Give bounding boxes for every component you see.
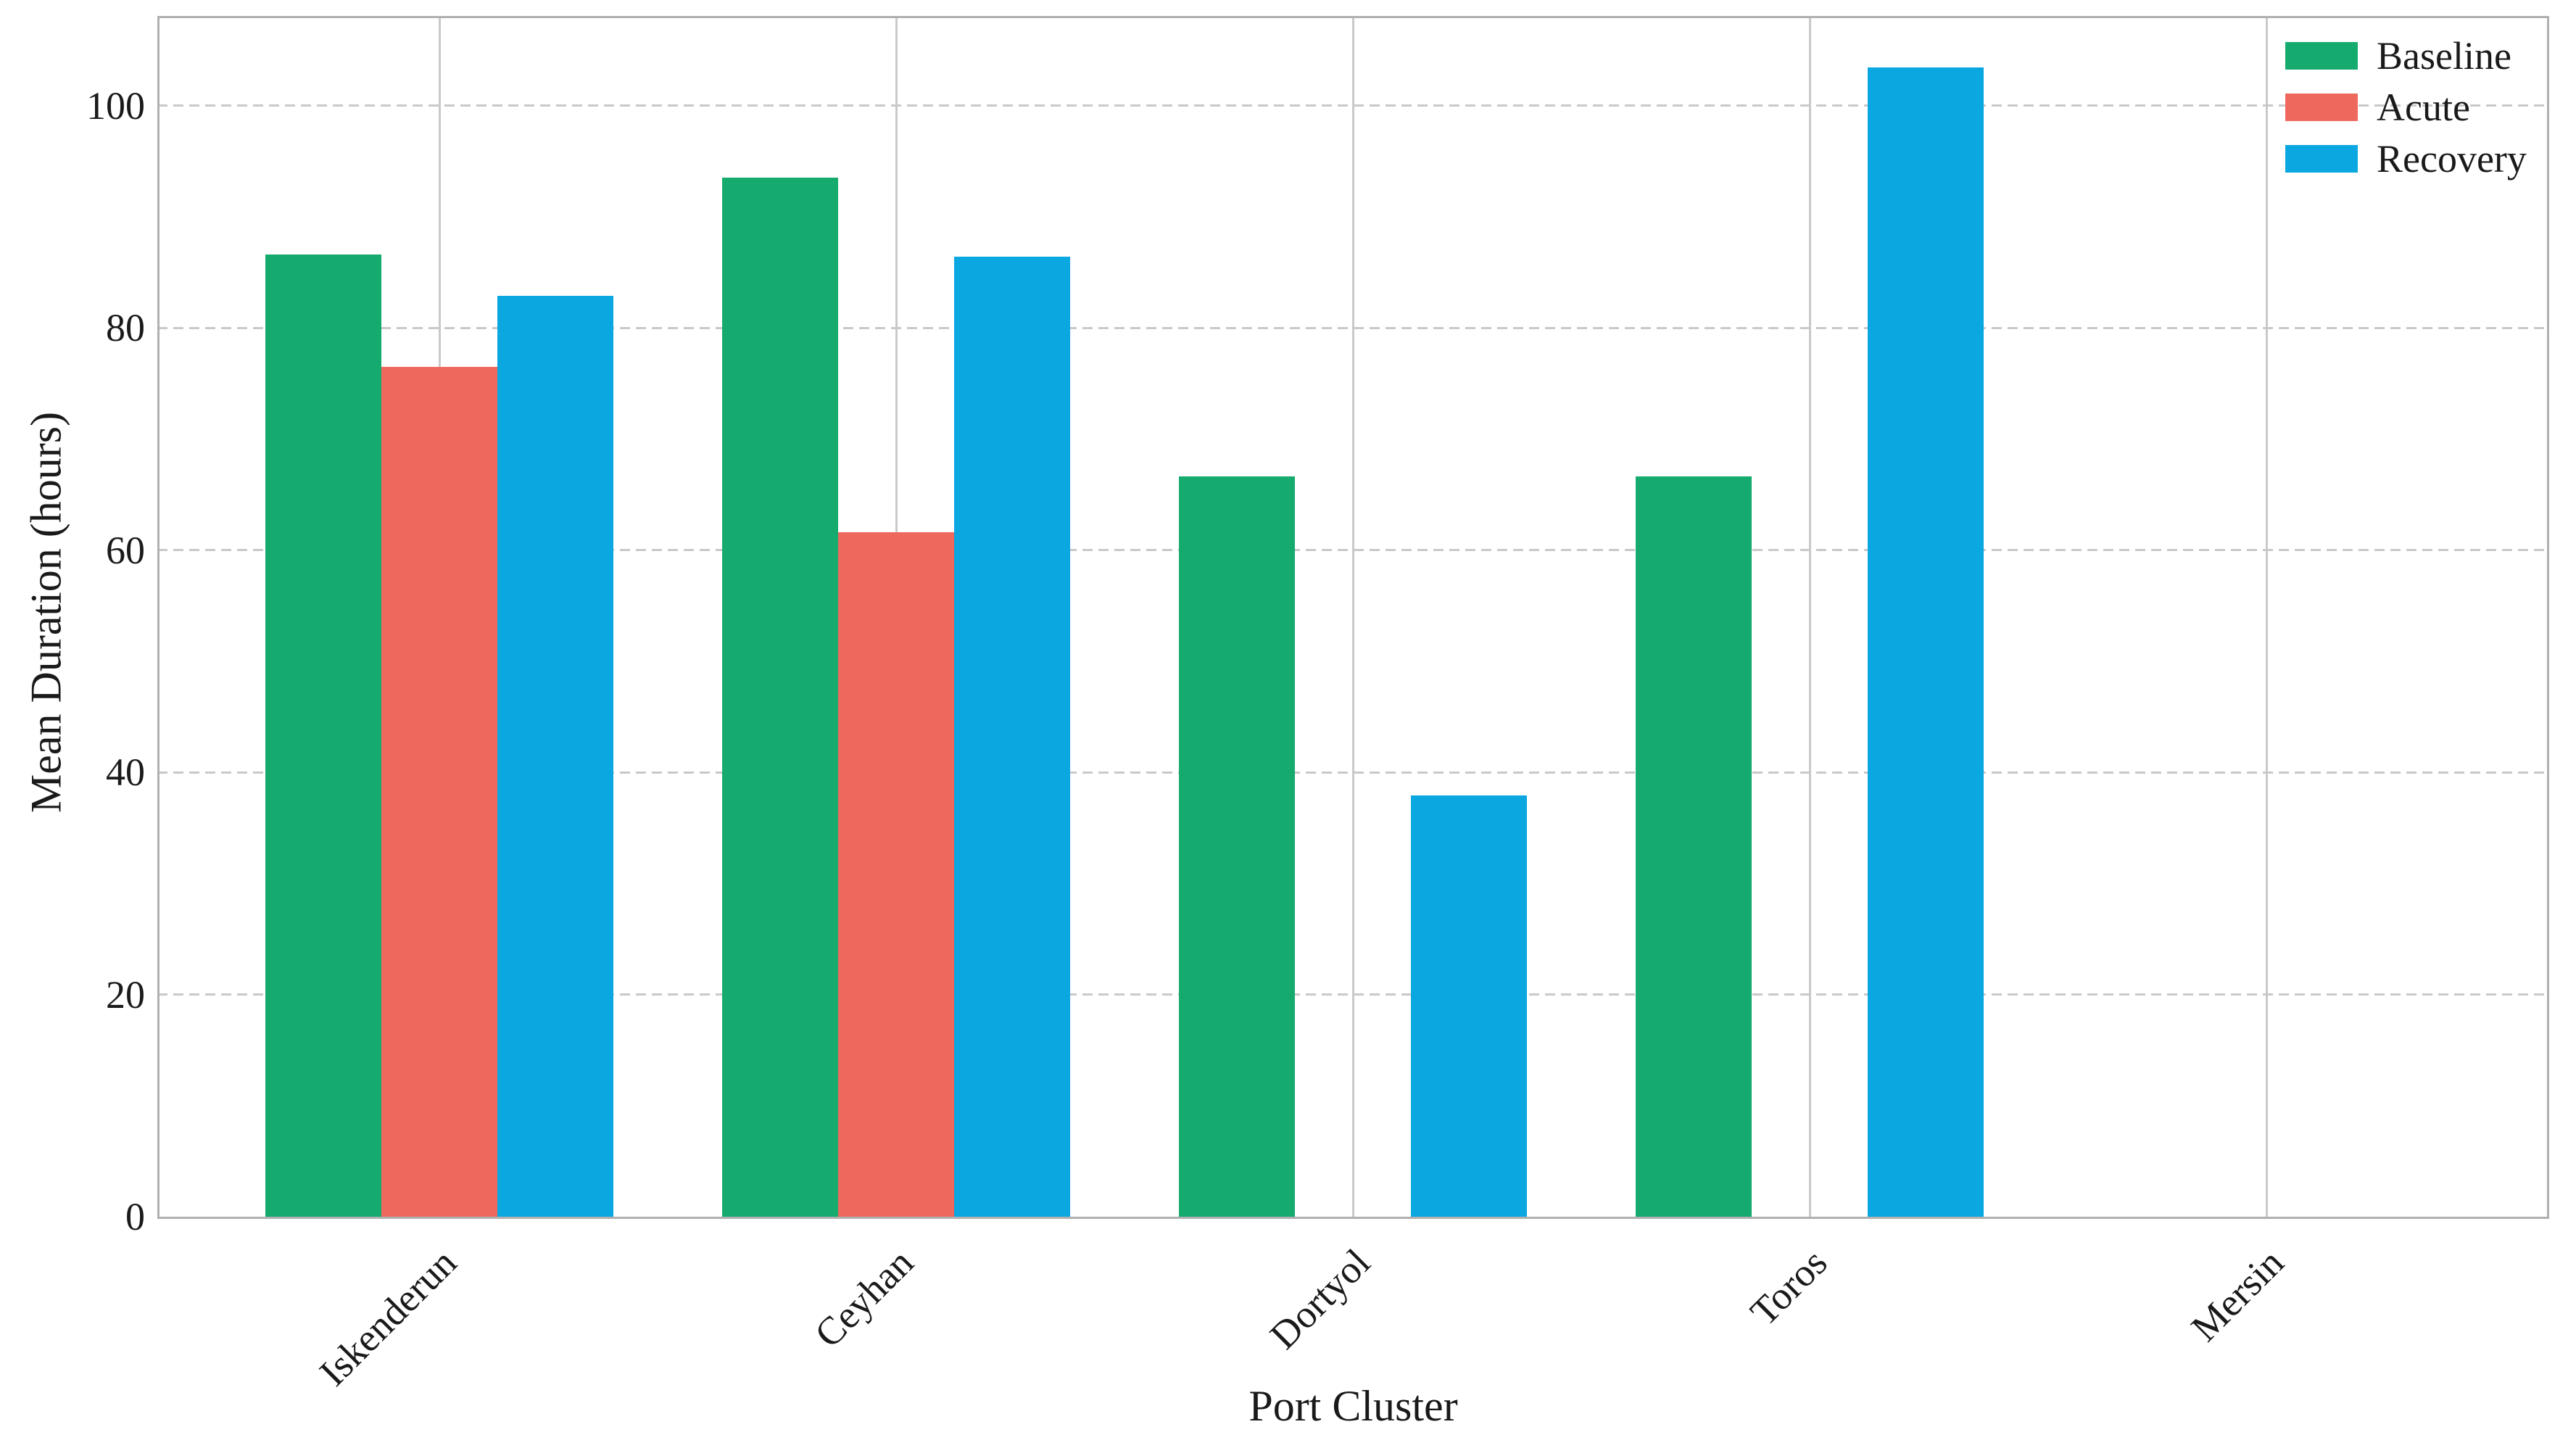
legend-swatch-baseline [2285,42,2358,70]
bar-baseline-iskenderun [265,254,381,1217]
y-tick-label: 60 [106,528,145,572]
y-tick-label: 40 [106,750,145,794]
horizontal-gridline [157,771,2549,774]
legend-item-baseline: Baseline [2285,30,2575,81]
bar-recovery-dortyol [1411,795,1527,1217]
y-axis-label: Mean Duration (hours) [22,411,70,814]
x-tick-label: Toros [1742,1240,1836,1334]
y-tick-label: 80 [106,306,145,349]
x-tick-label: Iskenderun [311,1240,465,1394]
legend-item-recovery: Recovery [2285,133,2575,184]
x-axis-label: Port Cluster [1248,1382,1458,1430]
legend-swatch-acute [2285,94,2358,121]
vertical-gridline [1351,16,1354,1217]
bar-baseline-dortyol [1179,476,1295,1217]
vertical-gridline [1808,16,1811,1217]
bar-baseline-toros [1636,476,1752,1217]
horizontal-gridline [157,104,2549,107]
legend-swatch-recovery [2285,145,2358,173]
bar-recovery-toros [1868,67,1984,1217]
legend-label-recovery: Recovery [2377,137,2527,181]
vertical-gridline [2265,16,2268,1217]
legend-label-baseline: Baseline [2377,34,2511,78]
bar-recovery-iskenderun [497,295,613,1217]
bar-acute-iskenderun [381,366,497,1217]
x-tick-label: Dortyol [1261,1240,1379,1358]
horizontal-gridline [157,993,2549,996]
horizontal-gridline [157,326,2549,329]
x-tick-label: Ceyhan [806,1240,922,1356]
legend-label-acute: Acute [2377,86,2470,129]
y-tick-label: 20 [106,972,145,1017]
bar-recovery-ceyhan [954,256,1070,1217]
y-tick-label: 0 [125,1195,145,1238]
bar-baseline-ceyhan [722,178,838,1217]
y-tick-label: 100 [86,83,145,128]
x-tick-label: Mersin [2182,1240,2293,1350]
legend-item-acute: Acute [2285,82,2575,133]
horizontal-gridline [157,549,2549,551]
bar-acute-ceyhan [838,531,954,1217]
